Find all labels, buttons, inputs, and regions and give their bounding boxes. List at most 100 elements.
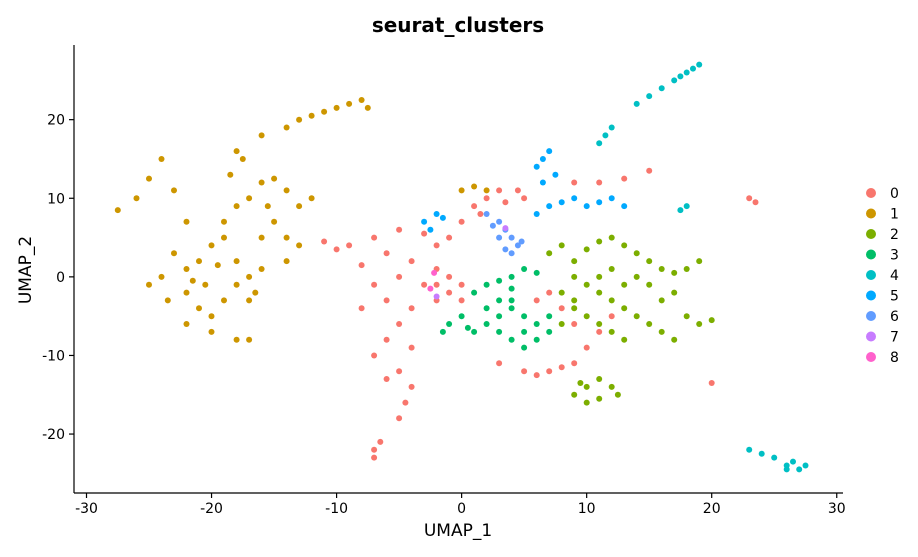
cluster-7-point [502, 225, 509, 232]
cluster-1-point [296, 116, 303, 123]
cluster-1-point [258, 179, 265, 186]
cluster-1-point [221, 297, 227, 304]
cluster-0-point [433, 242, 440, 249]
cluster-2-point [646, 281, 653, 288]
x-tick-label: -10 [325, 501, 348, 517]
cluster-3-point [521, 313, 528, 320]
cluster-6-point [518, 238, 525, 245]
cluster-0-point [608, 313, 615, 320]
cluster-2-point [671, 336, 678, 343]
cluster-2-point [646, 258, 653, 265]
legend: 0 1 2 3 4 5 6 7 8 [866, 186, 899, 366]
cluster-0-point [396, 415, 403, 422]
cluster-0-point [377, 438, 384, 445]
cluster-1-point [133, 195, 140, 202]
cluster-2-point [658, 297, 665, 304]
cluster-4-point [790, 458, 796, 465]
cluster-5-point [439, 214, 446, 221]
cluster-1-point [246, 195, 253, 202]
cluster-0-point [458, 297, 465, 304]
cluster-4-point [671, 77, 678, 84]
cluster-3-point [471, 328, 478, 335]
cluster-6-point [514, 242, 521, 249]
cluster-0-point [396, 226, 403, 233]
cluster-5-point [533, 163, 540, 170]
cluster-2-point [621, 242, 628, 249]
cluster-2-point [558, 242, 565, 249]
cluster-2-point [571, 391, 578, 398]
cluster-0-point [558, 364, 565, 371]
cluster-4-point [783, 466, 790, 473]
cluster-0-point [371, 446, 378, 453]
cluster-0-point [396, 368, 403, 375]
cluster-3-point [533, 336, 540, 343]
cluster-1-point [208, 313, 215, 320]
cluster-1-point [271, 218, 278, 225]
legend-label-4: 4 [890, 268, 899, 284]
cluster-3-point [458, 313, 465, 320]
cluster-0-point [446, 234, 453, 241]
cluster-0-point [396, 321, 403, 327]
cluster-0-point [596, 179, 603, 186]
chart-title: seurat_clusters [372, 13, 544, 37]
cluster-1-point [233, 203, 240, 210]
cluster-1-point [239, 156, 246, 162]
cluster-2-point [658, 266, 665, 272]
cluster-4-point [690, 65, 696, 72]
cluster-4-point [683, 69, 690, 76]
legend-label-5: 5 [890, 289, 899, 305]
cluster-3-point [496, 328, 503, 335]
cluster-1-point [183, 321, 190, 327]
cluster-0-point [358, 305, 365, 312]
cluster-5-point [433, 211, 440, 217]
cluster-4-point [796, 466, 803, 473]
cluster-2-point [671, 269, 678, 276]
cluster-7-point [433, 293, 440, 300]
cluster-0-point [571, 321, 578, 327]
cluster-0-point [396, 273, 403, 280]
cluster-1-point [283, 187, 290, 194]
cluster-2-point [571, 305, 578, 312]
cluster-4-point [771, 454, 778, 461]
cluster-2-point [577, 380, 584, 386]
cluster-2-point [583, 383, 590, 390]
cluster-0-point [752, 199, 759, 206]
cluster-0-point [446, 289, 453, 296]
cluster-2-point [696, 258, 703, 265]
x-axis-ticks: -30 -20 -10 0 10 20 30 [75, 493, 846, 517]
cluster-4-point [602, 132, 609, 139]
cluster-0-point [496, 360, 503, 367]
cluster-1-point [233, 336, 240, 343]
y-axis-label: UMAP_2 [16, 236, 36, 304]
cluster-3-point [496, 297, 503, 304]
cluster-0-point [402, 399, 409, 406]
x-axis-label: UMAP_1 [424, 521, 492, 541]
cluster-2-point [608, 266, 615, 272]
cluster-2-point [558, 289, 565, 296]
cluster-2-point [671, 289, 678, 296]
cluster-0-point [408, 258, 415, 265]
cluster-2-point [608, 328, 615, 335]
cluster-4-point [683, 203, 690, 210]
cluster-1-point [321, 108, 328, 115]
legend-label-2: 2 [890, 227, 899, 243]
cluster-5-point [533, 211, 540, 217]
cluster-2-point [614, 391, 621, 398]
legend-swatch-6 [866, 311, 876, 321]
cluster-2-point [596, 376, 603, 382]
cluster-2-point [583, 313, 590, 320]
cluster-1-point [196, 305, 202, 312]
y-tick-label: -10 [42, 348, 65, 364]
cluster-0-point [477, 211, 484, 217]
cluster-2-point [658, 328, 665, 335]
cluster-0-point [621, 175, 628, 182]
cluster-0-point [514, 187, 521, 194]
cluster-1-point [183, 218, 190, 225]
points-layer [114, 61, 809, 473]
cluster-2-point [708, 317, 715, 324]
cluster-0-point [421, 281, 428, 288]
cluster-1-point [271, 175, 278, 182]
cluster-1-point [171, 250, 177, 257]
cluster-2-point [683, 266, 690, 272]
